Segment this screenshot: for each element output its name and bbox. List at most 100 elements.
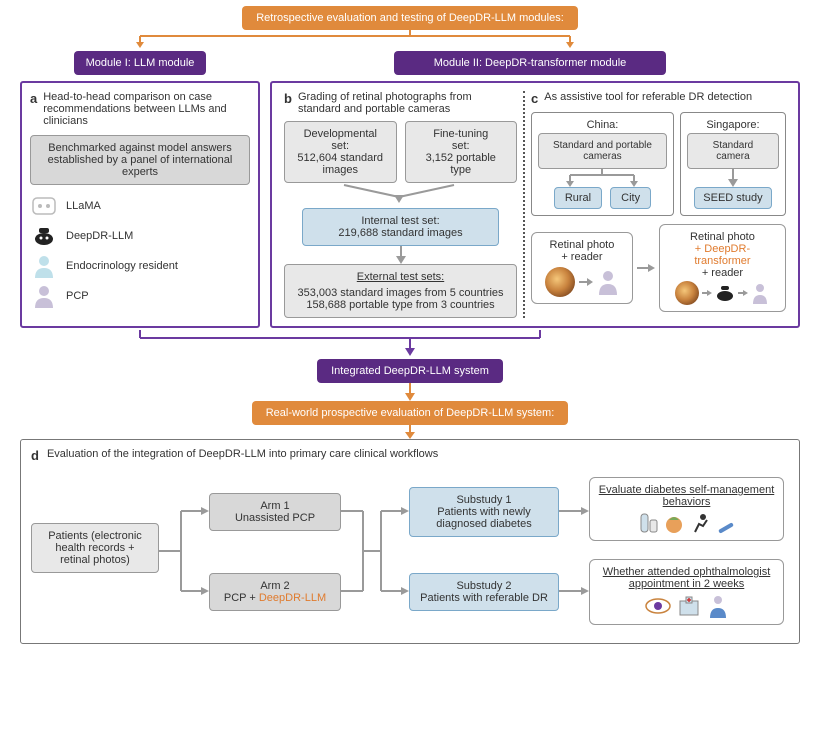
outcome2-box: Whether attended ophthalmologist appoint…	[589, 559, 784, 625]
doctor-icon	[707, 594, 729, 618]
legend-pcp: PCP	[30, 285, 250, 307]
realworld-banner: Real-world prospective evaluation of Dee…	[252, 401, 569, 425]
food-icon	[663, 512, 685, 534]
substudy1-box: Substudy 1 Patients with newly diagnosed…	[409, 487, 559, 537]
arm2-l2a: PCP +	[224, 592, 259, 604]
reader-icon	[597, 269, 619, 295]
connector-top	[0, 30, 820, 48]
panel-c-letter: c	[531, 91, 538, 106]
arm2-l2b: DeepDR-LLM	[259, 592, 326, 604]
legend-deepdr-label: DeepDR-LLM	[66, 230, 133, 242]
module2-box: b Grading of retinal photographs from st…	[270, 81, 800, 328]
panel-b-title: Grading of retinal photographs from stan…	[298, 91, 517, 115]
compare-right-icons	[668, 281, 777, 305]
panel-d-titlebar: d Evaluation of the integration of DeepD…	[31, 448, 789, 463]
compare-right-l3: + reader	[668, 267, 777, 279]
compare-left-icons	[540, 267, 624, 297]
arrow-right-icon	[738, 289, 748, 297]
outcome2-icons	[598, 594, 775, 618]
singapore-box: Singapore: Standard camera SEED study	[680, 112, 786, 216]
panel-c-countries: China: Standard and portable cameras Rur…	[531, 112, 786, 216]
arm1-box: Arm 1 Unassisted PCP	[209, 493, 341, 531]
internal-l1: Internal test set:	[311, 215, 490, 227]
panel-c-compare: Retinal photo + reader Retinal photo + D…	[531, 224, 786, 312]
panel-c-titlebar: c As assistive tool for referable DR det…	[531, 91, 786, 106]
compare-right-l2: + DeepDR-transformer	[668, 243, 777, 267]
legend-llama-label: LLaMA	[66, 200, 101, 212]
compare-left-l1: Retinal photo	[540, 239, 624, 251]
realworld-wrap: Real-world prospective evaluation of Dee…	[0, 401, 820, 425]
compare-right: Retinal photo + DeepDR-transformer + rea…	[659, 224, 786, 312]
ft-set-box: Fine-tuning set: 3,152 portable type	[405, 121, 518, 183]
patients-box: Patients (electronic health records + re…	[31, 523, 159, 573]
panel-c-title: As assistive tool for referable DR detec…	[544, 91, 752, 106]
reader-icon	[751, 282, 769, 304]
ft-l2: set:	[414, 140, 509, 152]
module2-header: Module II: DeepDR-transformer module	[394, 51, 667, 75]
compare-left: Retinal photo + reader	[531, 232, 633, 304]
china-split-arrow	[542, 169, 662, 187]
external-l2: 158,688 portable type from 3 countries	[293, 299, 508, 311]
outcome1-box: Evaluate diabetes self-management behavi…	[589, 477, 784, 541]
china-box: China: Standard and portable cameras Rur…	[531, 112, 674, 216]
arm1-l1: Arm 1	[218, 500, 332, 512]
china-bottom-row: Rural City	[554, 187, 651, 209]
top-banner-wrap: Retrospective evaluation and testing of …	[0, 0, 820, 30]
pill-icon	[637, 512, 659, 534]
singapore-label: Singapore:	[706, 119, 759, 131]
external-title: External test sets:	[293, 271, 508, 283]
outcome1-text: Evaluate diabetes self-management behavi…	[598, 484, 775, 508]
legend-deepdr: DeepDR-LLM	[30, 225, 250, 247]
legend-llama: LLaMA	[30, 195, 250, 217]
integrated-box: Integrated DeepDR-LLM system	[317, 359, 503, 383]
panel-d-box: d Evaluation of the integration of DeepD…	[20, 439, 800, 644]
arrow-right-icon	[702, 289, 712, 297]
singapore-camera: Standard camera	[687, 133, 779, 169]
sub1-l2: Patients with newly	[418, 506, 550, 518]
outcome2-text: Whether attended ophthalmologist appoint…	[598, 566, 775, 590]
internal-l2: 219,688 standard images	[311, 227, 490, 239]
sub1-l1: Substudy 1	[418, 494, 550, 506]
resident-icon	[30, 255, 58, 277]
china-label: China:	[587, 119, 619, 131]
legend-resident: Endocrinology resident	[30, 255, 250, 277]
deepdr-icon	[30, 225, 58, 247]
panel-b: b Grading of retinal photographs from st…	[278, 91, 523, 318]
panel-d-flow: Patients (electronic health records + re…	[31, 471, 789, 631]
panel-b-down-arrow	[391, 246, 411, 264]
sub2-l1: Substudy 2	[418, 580, 550, 592]
panel-a-title: Head-to-head comparison on case recommen…	[43, 91, 250, 127]
integrated-wrap: Integrated DeepDR-LLM system	[0, 359, 820, 383]
exercise-icon	[689, 512, 711, 534]
dev-l1: Developmental	[293, 128, 388, 140]
panel-b-titlebar: b Grading of retinal photographs from st…	[284, 91, 517, 115]
panel-b-toprow: Developmental set: 512,604 standard imag…	[284, 121, 517, 183]
deepdr-icon	[715, 284, 735, 302]
panel-b-merge-arrow	[284, 183, 514, 205]
china-city: City	[610, 187, 651, 209]
panel-a-titlebar: a Head-to-head comparison on case recomm…	[30, 91, 250, 127]
external-test-box: External test sets: 353,003 standard ima…	[284, 264, 517, 318]
panel-a-letter: a	[30, 91, 37, 127]
arm2-l2: PCP + DeepDR-LLM	[218, 592, 332, 604]
arm2-box: Arm 2 PCP + DeepDR-LLM	[209, 573, 341, 611]
compare-left-l2: + reader	[540, 251, 624, 263]
singapore-arrow	[723, 169, 743, 187]
module1-box: a Head-to-head comparison on case recomm…	[20, 81, 260, 328]
legend: LLaMA DeepDR-LLM Endocrinology resident …	[30, 195, 250, 307]
arrow-to-d	[400, 425, 420, 439]
ft-l4: type	[414, 164, 509, 176]
ft-l3: 3,152 portable	[414, 152, 509, 164]
benchmark-box: Benchmarked against model answers establ…	[30, 135, 250, 185]
module2-header-wrap: Module II: DeepDR-transformer module	[260, 51, 800, 75]
arrow-to-realworld	[400, 383, 420, 401]
panel-d-letter: d	[31, 448, 39, 463]
top-banner: Retrospective evaluation and testing of …	[242, 6, 578, 30]
module1-header: Module I: LLM module	[74, 51, 207, 75]
retina-icon	[675, 281, 699, 305]
hospital-icon	[677, 595, 701, 617]
compare-mid-arrow	[637, 262, 655, 274]
merge-to-integrated	[0, 328, 820, 356]
legend-pcp-label: PCP	[66, 290, 89, 302]
substudy2-box: Substudy 2 Patients with referable DR	[409, 573, 559, 611]
